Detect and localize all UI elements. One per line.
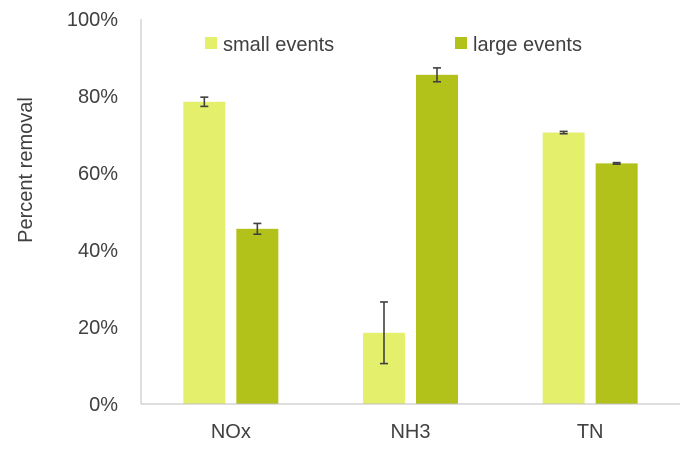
bar-tn-large — [595, 163, 638, 404]
error-bar-tn-large — [612, 161, 621, 165]
y-tick-labels: 0% 20% 40% 60% 80% 100% — [67, 9, 118, 416]
y-tick-label: 20% — [78, 317, 118, 339]
y-tick-label: 0% — [89, 394, 118, 416]
y-tick-label: 100% — [67, 9, 118, 31]
bar-tn-small — [542, 132, 585, 404]
legend-label: small events — [223, 34, 334, 56]
x-tick-label: NH3 — [390, 421, 430, 443]
error-bar-tn-small — [559, 130, 568, 135]
y-tick-label: 80% — [78, 86, 118, 108]
error-bar-nh3-small — [380, 301, 388, 365]
legend-swatch — [455, 37, 467, 49]
legend-swatch — [205, 37, 217, 49]
error-bar-nh3-large — [433, 67, 441, 83]
y-tick-label: 60% — [78, 163, 118, 185]
bars — [183, 74, 638, 405]
error-bar-nox-large — [253, 222, 262, 236]
legend-item-small-events: small events — [205, 34, 334, 56]
error-bars — [200, 67, 621, 365]
x-tick-label: TN — [577, 421, 604, 443]
legend: small events large events — [205, 34, 582, 56]
bar-nox-large — [236, 228, 279, 404]
x-tick-label: NOx — [211, 421, 251, 443]
bar-nh3-large — [416, 74, 458, 404]
y-tick-label: 40% — [78, 240, 118, 262]
x-tick-labels: NOx NH3 TN — [211, 421, 604, 443]
y-axis-title: Percent removal — [15, 97, 37, 243]
error-bar-nox-small — [200, 96, 209, 108]
bar-nox-small — [183, 101, 226, 405]
legend-label: large events — [473, 34, 582, 56]
legend-item-large-events: large events — [455, 34, 582, 56]
